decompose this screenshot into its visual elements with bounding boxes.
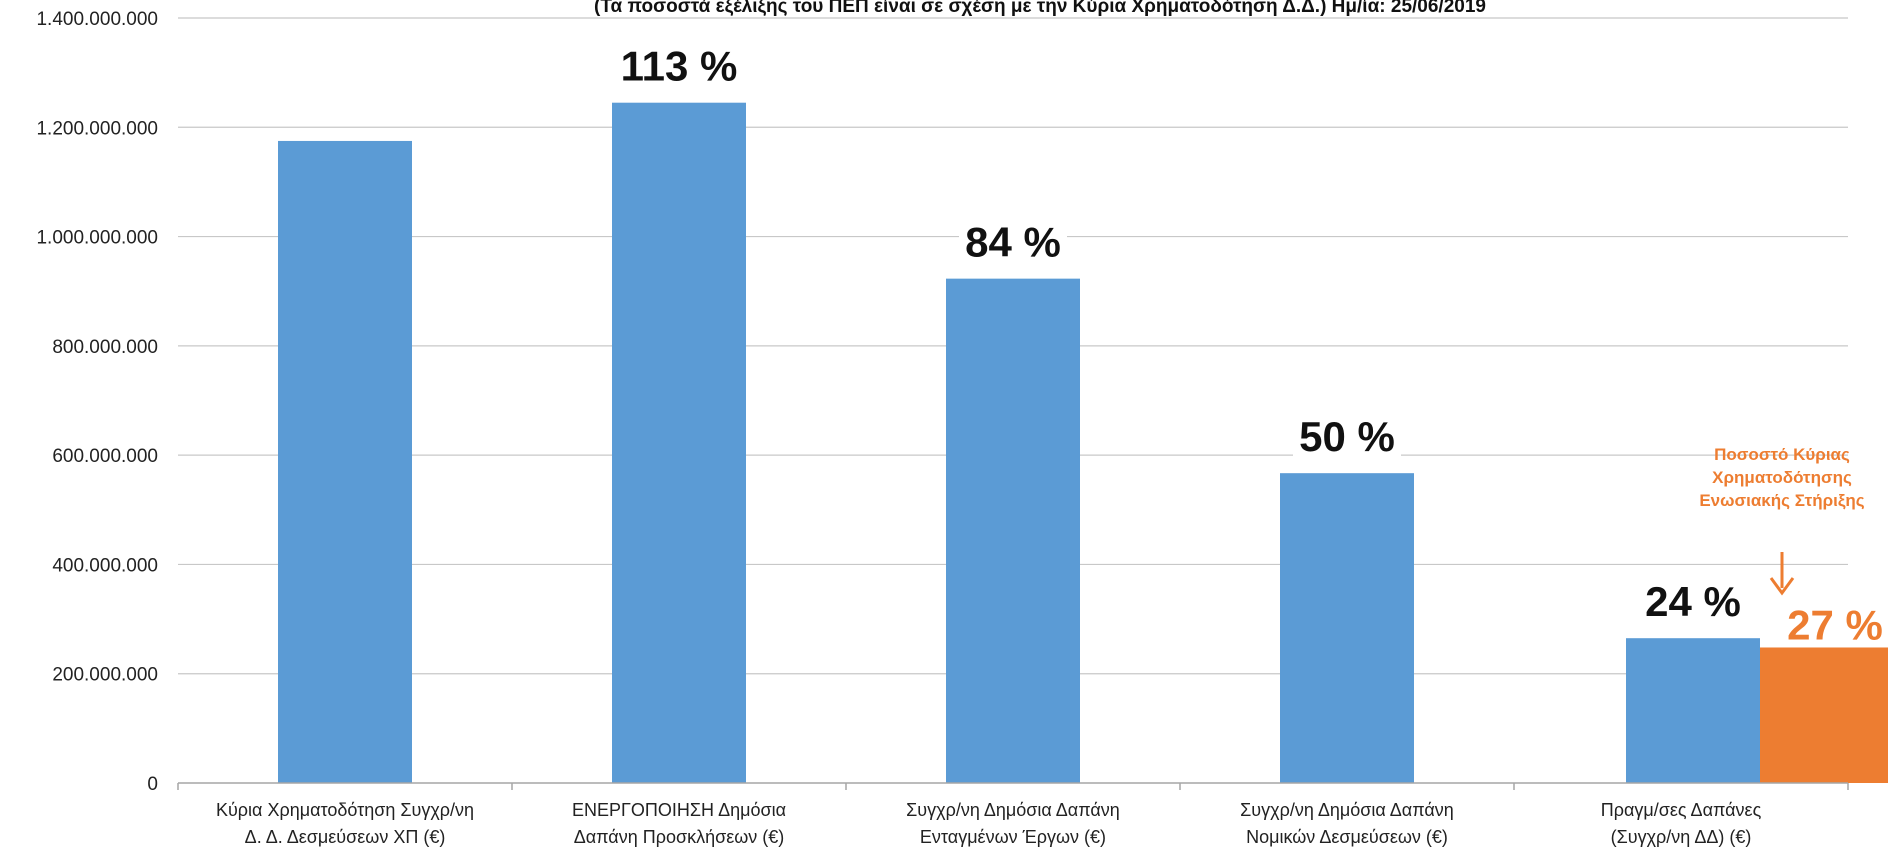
bar (1626, 638, 1760, 783)
data-labels: 113 % 84 % 50 % 24 % 27 % (614, 38, 1883, 648)
x-category-label: Δ. Δ. Δεσμεύσεων ΧΠ (€) (245, 827, 446, 847)
x-category-label: (Συγχρ/νη ΔΔ) (€) (1611, 827, 1752, 847)
x-category-label: Ενταγμένων Έργων (€) (920, 827, 1106, 847)
x-category-label: ΕΝΕΡΓΟΠΟΙΗΣΗ Δημόσια (572, 800, 786, 820)
y-tick-label: 600.000.000 (52, 446, 158, 467)
y-axis-tick-labels: 0 200.000.000 400.000.000 600.000.000 800.00… (36, 9, 158, 795)
x-axis (177, 782, 1849, 790)
data-label-background (1293, 409, 1401, 460)
data-label: 113 % (621, 43, 738, 90)
bars (278, 102, 1888, 784)
bar (1280, 473, 1414, 783)
annotation-text: Χρηματοδότησης (1712, 468, 1852, 487)
chart-title: (Τα ποσοστά εξέλιξης του ΠΕΠ είναι σε σχ… (594, 0, 1486, 17)
x-category-label: Δαπάνη Προσκλήσεων (€) (574, 827, 785, 847)
x-category-label: Πραγμ/σες Δαπάνες (1601, 800, 1762, 820)
annotation-text: Ενωσιακής Στήριξης (1699, 491, 1864, 510)
bar-eu-support (1760, 647, 1888, 783)
y-tick-label: 0 (147, 774, 158, 795)
x-category-label: Κύρια Χρηματοδότηση Συγχρ/νη (216, 800, 474, 820)
x-category-label: Συγχρ/νη Δημόσια Δαπάνη (906, 800, 1120, 820)
x-category-label: Νομικών Δεσμεύσεων (€) (1246, 827, 1448, 847)
data-label-background (1639, 574, 1747, 625)
annotation: Ποσοστό Κύριας Χρηματοδότησης Ενωσιακής Στ… (1699, 445, 1865, 596)
data-label: 27 % (1787, 601, 1883, 648)
bar (278, 140, 412, 784)
annotation-text: Ποσοστό Κύριας (1714, 445, 1850, 464)
y-tick-label: 400.000.000 (52, 555, 158, 576)
y-tick-label: 1.200.000.000 (36, 118, 158, 139)
data-label-background (614, 38, 744, 89)
data-label: 84 % (965, 219, 1061, 266)
data-label: 24 % (1645, 578, 1741, 625)
data-label-background (959, 214, 1067, 265)
data-label: 50 % (1299, 413, 1395, 460)
y-tick-label: 1.000.000.000 (36, 228, 158, 249)
bar (946, 278, 1080, 783)
y-tick-label: 200.000.000 (52, 665, 158, 686)
x-axis-category-labels: Κύρια Χρηματοδότηση Συγχρ/νη Δ. Δ. Δεσμεύ… (216, 800, 1762, 847)
bar (612, 102, 746, 784)
annotation-arrow-head (1769, 577, 1795, 596)
y-tick-label: 1.400.000.000 (36, 9, 158, 30)
y-tick-label: 800.000.000 (52, 337, 158, 358)
x-category-label: Συγχρ/νη Δημόσια Δαπάνη (1240, 800, 1454, 820)
